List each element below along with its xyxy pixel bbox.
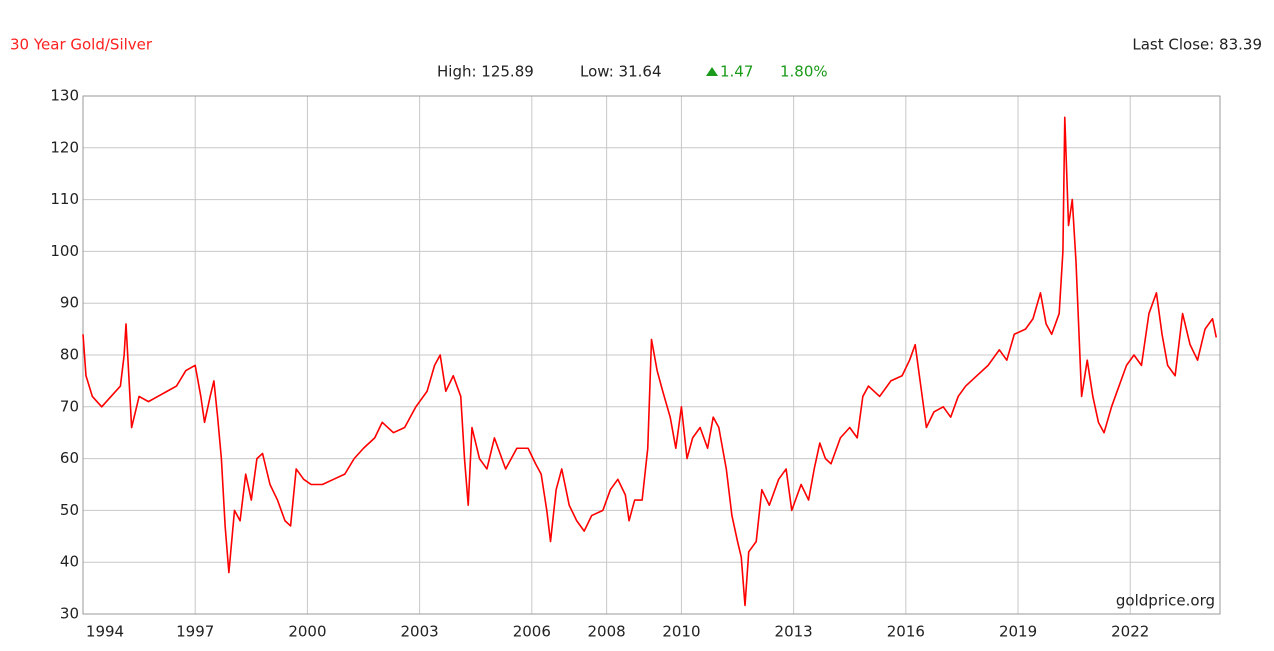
y-tick-label: 40 bbox=[60, 553, 79, 571]
y-tick-label: 120 bbox=[50, 138, 79, 156]
low: Low: 31.64 bbox=[580, 63, 661, 81]
plot-frame bbox=[82, 95, 1221, 615]
x-tick-label: 2006 bbox=[513, 623, 551, 641]
x-tick-label: 2010 bbox=[662, 623, 700, 641]
x-tick-label: 2022 bbox=[1111, 623, 1149, 641]
x-tick-label: 2013 bbox=[775, 623, 813, 641]
watermark: goldprice.org bbox=[1116, 592, 1215, 610]
y-tick-label: 100 bbox=[50, 242, 79, 260]
y-tick-label: 60 bbox=[60, 449, 79, 467]
price-line bbox=[82, 116, 1218, 607]
y-tick-label: 50 bbox=[60, 501, 79, 519]
y-tick-label: 30 bbox=[60, 605, 79, 623]
x-tick-label: 2016 bbox=[887, 623, 925, 641]
high: High: 125.89 bbox=[437, 63, 534, 81]
x-tick-label: 1997 bbox=[176, 623, 214, 641]
change-percent: 1.80% bbox=[780, 63, 828, 81]
x-tick-label: 2003 bbox=[401, 623, 439, 641]
x-tick-label: 2000 bbox=[288, 623, 326, 641]
x-tick-label: 1994 bbox=[86, 623, 124, 641]
x-tick-label: 2008 bbox=[588, 623, 626, 641]
x-tick-label: 2019 bbox=[999, 623, 1037, 641]
up-arrow bbox=[706, 67, 718, 76]
y-tick-label: 110 bbox=[50, 190, 79, 208]
last-close: Last Close: 83.39 bbox=[1132, 36, 1262, 54]
y-tick-label: 90 bbox=[60, 294, 79, 312]
y-tick-label: 130 bbox=[50, 87, 79, 105]
y-tick-label: 80 bbox=[60, 346, 79, 364]
chart-title: 30 Year Gold/Silver bbox=[10, 36, 153, 54]
y-tick-label: 70 bbox=[60, 397, 79, 415]
change: 1.47 bbox=[720, 63, 753, 81]
